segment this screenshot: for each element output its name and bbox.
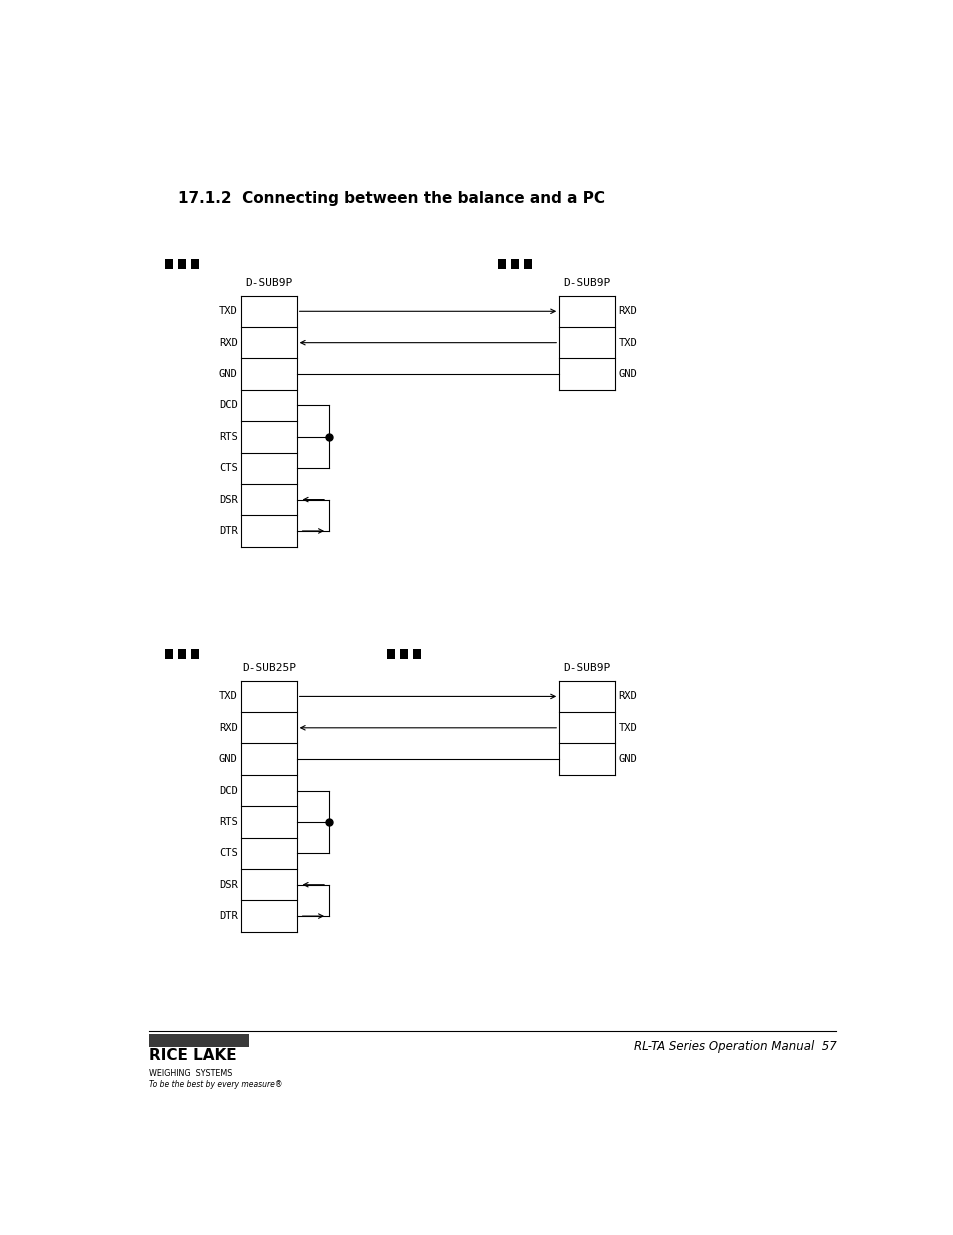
Text: D-SUB25P: D-SUB25P: [242, 663, 295, 673]
Text: WEIGHING  SYSTEMS: WEIGHING SYSTEMS: [149, 1068, 232, 1078]
Text: RXD: RXD: [618, 692, 637, 701]
Text: D-SUB9P: D-SUB9P: [245, 278, 293, 288]
FancyBboxPatch shape: [510, 259, 518, 269]
Text: CTS: CTS: [218, 463, 237, 473]
Text: RXD: RXD: [618, 306, 637, 316]
Text: D-SUB9P: D-SUB9P: [562, 278, 610, 288]
Text: TXD: TXD: [218, 306, 237, 316]
Text: RXD: RXD: [218, 337, 237, 348]
Text: CTS: CTS: [218, 848, 237, 858]
FancyBboxPatch shape: [191, 648, 199, 659]
Text: DSR: DSR: [218, 879, 237, 889]
Text: GND: GND: [218, 755, 237, 764]
Text: RTS: RTS: [218, 432, 237, 442]
Text: RICE LAKE: RICE LAKE: [149, 1047, 236, 1063]
Text: RL-TA Series Operation Manual  57: RL-TA Series Operation Manual 57: [633, 1040, 836, 1053]
Text: DTR: DTR: [218, 911, 237, 921]
FancyBboxPatch shape: [149, 1034, 249, 1047]
Text: DTR: DTR: [218, 526, 237, 536]
Text: TXD: TXD: [618, 722, 637, 732]
FancyBboxPatch shape: [165, 259, 172, 269]
Text: DCD: DCD: [218, 785, 237, 795]
Text: GND: GND: [618, 755, 637, 764]
Text: To be the best by every measure®: To be the best by every measure®: [149, 1081, 282, 1089]
Text: GND: GND: [618, 369, 637, 379]
FancyBboxPatch shape: [178, 259, 186, 269]
Text: DSR: DSR: [218, 494, 237, 505]
FancyBboxPatch shape: [165, 648, 172, 659]
FancyBboxPatch shape: [523, 259, 532, 269]
Text: TXD: TXD: [618, 337, 637, 348]
FancyBboxPatch shape: [178, 648, 186, 659]
Text: DCD: DCD: [218, 400, 237, 410]
Text: RXD: RXD: [218, 722, 237, 732]
FancyBboxPatch shape: [386, 648, 395, 659]
Text: 17.1.2  Connecting between the balance and a PC: 17.1.2 Connecting between the balance an…: [178, 191, 605, 206]
Text: TXD: TXD: [218, 692, 237, 701]
Text: RTS: RTS: [218, 816, 237, 827]
FancyBboxPatch shape: [399, 648, 408, 659]
Text: D-SUB9P: D-SUB9P: [562, 663, 610, 673]
FancyBboxPatch shape: [497, 259, 505, 269]
FancyBboxPatch shape: [191, 259, 199, 269]
FancyBboxPatch shape: [413, 648, 420, 659]
Text: GND: GND: [218, 369, 237, 379]
